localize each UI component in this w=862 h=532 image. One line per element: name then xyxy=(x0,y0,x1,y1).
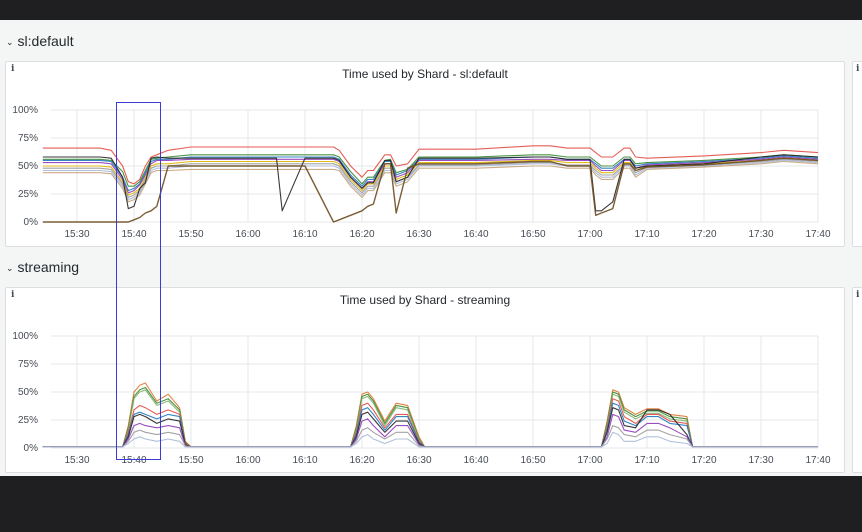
series-line[interactable] xyxy=(42,413,818,448)
x-tick-label: 16:10 xyxy=(292,229,317,240)
x-tick-label: 16:30 xyxy=(406,229,431,240)
series-line[interactable] xyxy=(42,431,818,448)
panel-title[interactable]: Time used by Shard - streaming xyxy=(339,293,511,307)
y-tick-label: 25% xyxy=(18,189,38,200)
x-tick-label: 16:20 xyxy=(349,455,374,466)
x-tick-label: 17:30 xyxy=(748,229,773,240)
x-tick-label: 17:00 xyxy=(577,455,602,466)
x-tick-label: 17:00 xyxy=(577,229,602,240)
series-line[interactable] xyxy=(42,382,818,448)
panel-title[interactable]: Time used by Shard - sl:default xyxy=(342,67,508,81)
y-tick-label: 50% xyxy=(18,161,38,172)
row-title: sl:default xyxy=(17,33,74,49)
y-tick-label: 25% xyxy=(18,415,38,426)
x-tick-label: 16:30 xyxy=(406,455,431,466)
chart-plot[interactable]: 100% 75% 50% 25% 0% 15:30 15:40 15:50 16:00 16:10… xyxy=(6,288,846,474)
x-tick-label: 15:50 xyxy=(178,229,203,240)
series-line[interactable] xyxy=(42,407,818,448)
x-tick-label: 16:50 xyxy=(520,455,545,466)
panel-time-used-sl-default: 100% 75% 50% 25% 0% 15:30 15:40 15:50 16:00 16:10… xyxy=(5,61,845,247)
y-tick-label: 75% xyxy=(18,359,38,370)
y-tick-label: 50% xyxy=(18,387,38,398)
x-tick-label: 17:20 xyxy=(691,455,716,466)
y-tick-label: 0% xyxy=(24,217,39,228)
x-tick-label: 17:30 xyxy=(748,455,773,466)
panel-stub: i xyxy=(852,61,862,247)
panel-stub: i xyxy=(852,287,862,473)
x-tick-label: 17:40 xyxy=(805,229,830,240)
x-tick-label: 16:50 xyxy=(520,229,545,240)
series-line[interactable] xyxy=(42,145,819,185)
x-tick-label: 17:20 xyxy=(691,229,716,240)
y-tick-label: 75% xyxy=(18,133,38,144)
y-tick-label: 0% xyxy=(24,443,39,454)
info-icon[interactable]: i xyxy=(11,290,15,300)
x-tick-label: 16:00 xyxy=(235,455,260,466)
x-tick-label: 15:30 xyxy=(64,455,89,466)
series-line[interactable] xyxy=(42,157,819,196)
series-line[interactable] xyxy=(42,160,819,203)
x-tick-label: 17:40 xyxy=(805,455,830,466)
series-line[interactable] xyxy=(42,386,818,448)
x-tick-label: 16:40 xyxy=(463,229,488,240)
row-title: streaming xyxy=(17,259,80,275)
x-tick-label: 17:10 xyxy=(634,455,659,466)
info-icon[interactable]: i xyxy=(856,64,860,74)
chevron-down-icon: ⌄ xyxy=(6,262,14,273)
x-tick-label: 15:30 xyxy=(64,229,89,240)
x-tick-label: 16:20 xyxy=(349,229,374,240)
x-tick-label: 16:40 xyxy=(463,455,488,466)
row-header-streaming[interactable]: ⌄ streaming xyxy=(6,259,79,275)
dashboard: ⌄ sl:default 100% 75% 50% 25% 0% 15:30 15:40 15… xyxy=(0,20,862,476)
x-tick-label: 15:40 xyxy=(121,229,146,240)
y-tick-label: 100% xyxy=(12,105,38,116)
chevron-down-icon: ⌄ xyxy=(6,36,14,47)
bottom-bar xyxy=(0,476,862,532)
series-line[interactable] xyxy=(42,155,819,192)
chart-plot[interactable]: 100% 75% 50% 25% 0% 15:30 15:40 15:50 16:00 16:10… xyxy=(6,62,846,248)
series-line[interactable] xyxy=(42,154,819,187)
info-icon[interactable]: i xyxy=(11,64,15,74)
x-tick-label: 16:10 xyxy=(292,455,317,466)
series-line[interactable] xyxy=(42,402,818,448)
x-tick-label: 16:00 xyxy=(235,229,260,240)
x-tick-label: 15:40 xyxy=(121,455,146,466)
y-tick-label: 100% xyxy=(12,331,38,342)
top-bar xyxy=(0,0,862,20)
series-line[interactable] xyxy=(42,425,818,448)
row-header-sl-default[interactable]: ⌄ sl:default xyxy=(6,33,74,49)
info-icon[interactable]: i xyxy=(856,290,860,300)
series-line[interactable] xyxy=(42,157,819,223)
panel-time-used-streaming: 100% 75% 50% 25% 0% 15:30 15:40 15:50 16:00 16:10… xyxy=(5,287,845,473)
x-tick-label: 17:10 xyxy=(634,229,659,240)
series-line[interactable] xyxy=(42,154,819,212)
x-tick-label: 15:50 xyxy=(178,455,203,466)
series-line[interactable] xyxy=(42,389,818,448)
